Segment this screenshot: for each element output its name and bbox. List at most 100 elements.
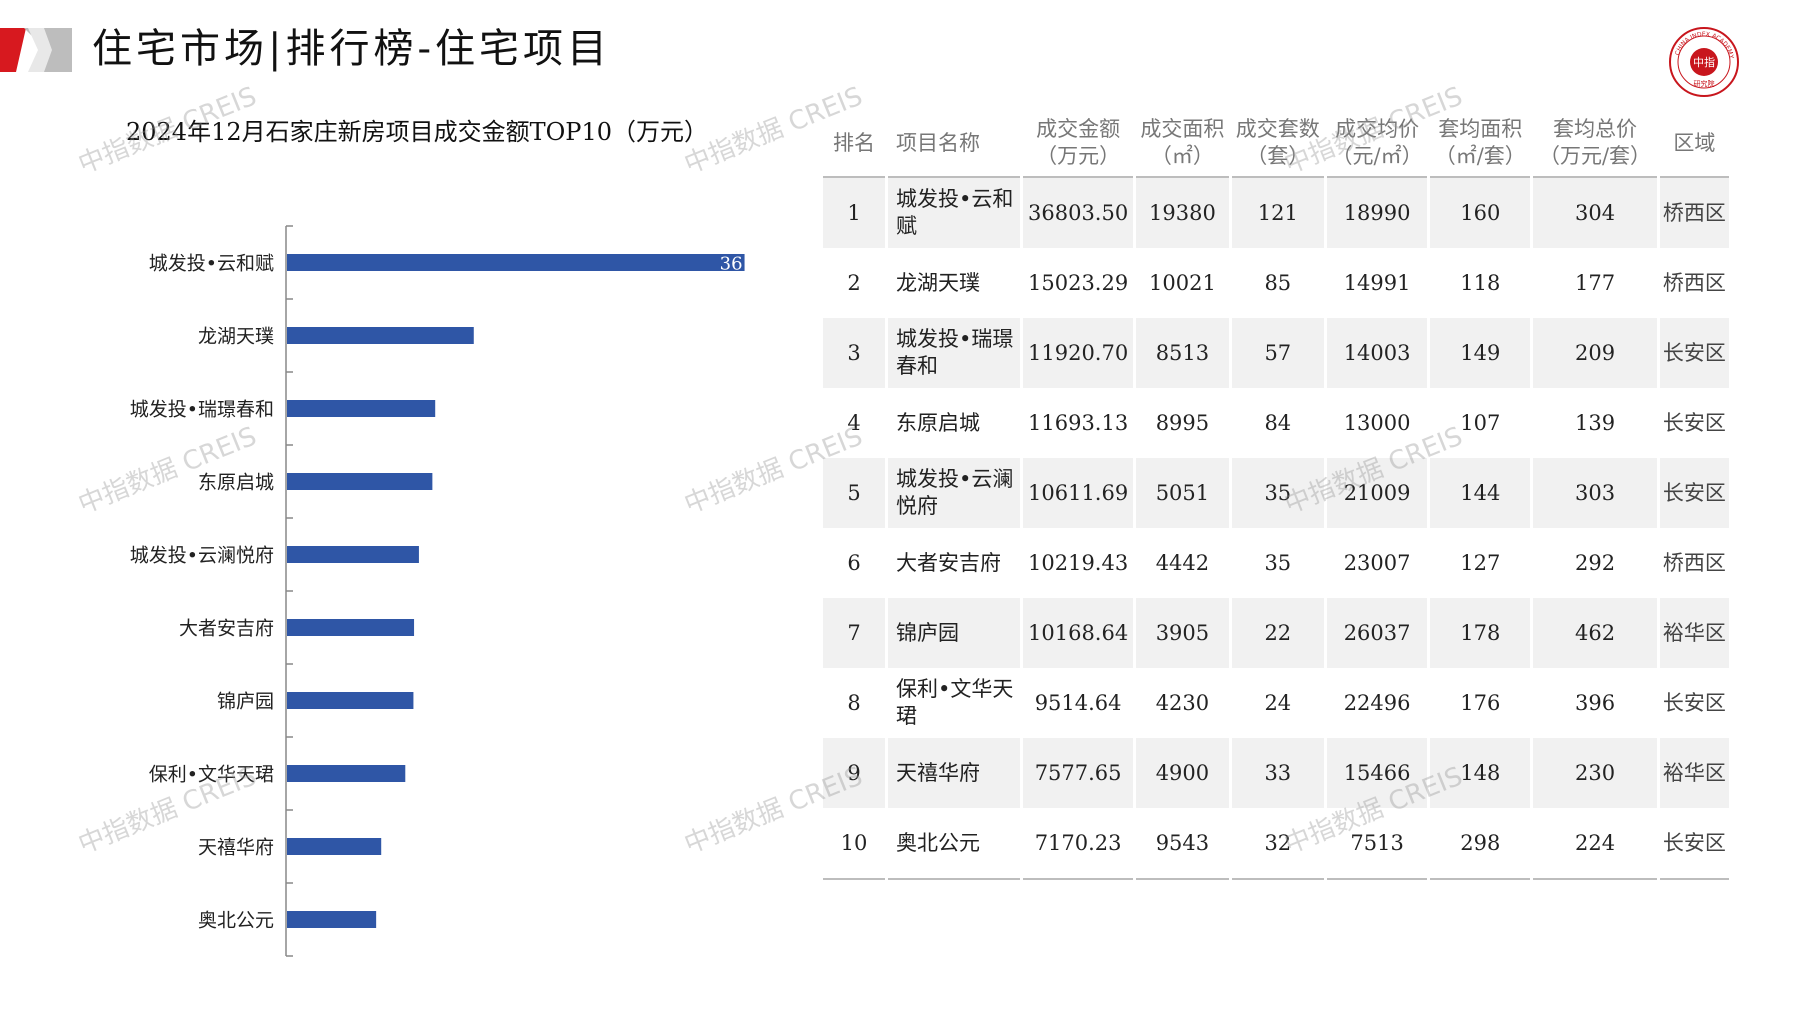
table-cell: 长安区	[1662, 410, 1726, 435]
table-cell: 天禧华府	[888, 738, 1020, 808]
table-cell: 长安区	[1659, 808, 1729, 880]
category-label: 锦庐园	[217, 691, 274, 713]
table-cell: 36803.50	[1023, 178, 1134, 248]
table-cell: 462	[1533, 598, 1657, 668]
svg-text:研究院: 研究院	[1694, 79, 1715, 88]
table-cell: 298	[1430, 808, 1531, 880]
column-header: 排名	[823, 110, 885, 178]
table-cell: 14991	[1343, 270, 1411, 295]
table-cell: 160	[1430, 178, 1531, 248]
table-cell: 1	[823, 178, 885, 248]
table-cell: 4	[847, 410, 861, 435]
column-header: 成交面积 （㎡）	[1136, 110, 1229, 178]
column-header: 成交套数 （套）	[1231, 110, 1324, 178]
table-cell: 292	[1574, 550, 1616, 575]
bar	[287, 473, 433, 490]
table-cell: 5051	[1136, 458, 1229, 528]
table-cell: 4230	[1155, 690, 1210, 715]
svg-text:中指: 中指	[1693, 55, 1715, 69]
table-cell: 城发投•云和赋	[888, 178, 1020, 248]
table-cell: 10219.43	[1028, 550, 1129, 575]
bar	[287, 254, 745, 271]
table-cell: 8995	[1155, 410, 1210, 435]
table-cell: 85	[1264, 270, 1292, 295]
table-cell: 22496	[1343, 690, 1411, 715]
table-cell: 84	[1264, 410, 1292, 435]
table-cell: 144	[1430, 458, 1531, 528]
bar	[287, 546, 419, 563]
table-cell: 4442	[1155, 550, 1210, 575]
table-cell: 24	[1264, 690, 1292, 715]
table-cell: 裕华区	[1659, 738, 1729, 808]
table-cell: 19380	[1136, 178, 1229, 248]
column-header: 项目名称	[888, 110, 1020, 178]
category-label: 大者安吉府	[179, 618, 274, 640]
column-header: 套均面积 （㎡/套）	[1430, 110, 1531, 178]
table-cell: 3	[823, 318, 885, 388]
table-row: 1 城发投•云和赋 36803.50 19380 121 18990 160 304 桥西区	[823, 178, 1729, 248]
table-cell: 10	[823, 808, 885, 880]
table-cell: 35	[1231, 458, 1324, 528]
china-index-academy-logo: CHINA INDEX ACADEMY 中指 研究院	[1669, 27, 1739, 97]
table-cell: 6	[847, 550, 861, 575]
table-cell: 177	[1574, 270, 1616, 295]
table-row: 8 保利•文华天珺 9514.64 4230 24 22496 176 396 长安区	[823, 668, 1729, 738]
table-cell: 8513	[1136, 318, 1229, 388]
table-cell: 东原启城	[896, 410, 980, 435]
table-cell: 304	[1533, 178, 1657, 248]
category-label: 天禧华府	[198, 837, 274, 859]
table-cell: 桥西区	[1662, 550, 1726, 575]
table-cell: 8	[847, 690, 861, 715]
table-cell: 21009	[1327, 458, 1428, 528]
table-cell: 7513	[1327, 808, 1428, 880]
bar	[287, 838, 382, 855]
table-cell: 长安区	[1659, 318, 1729, 388]
table-cell: 长安区	[1659, 458, 1729, 528]
chart-title: 2024年12月石家庄新房项目成交金额TOP10（万元）	[126, 118, 708, 146]
table-cell: 224	[1533, 808, 1657, 880]
table-cell: 396	[1574, 690, 1616, 715]
table-cell: 大者安吉府	[896, 550, 1001, 575]
table-cell: 127	[1460, 550, 1501, 575]
category-label: 城发投•云澜悦府	[130, 545, 274, 567]
table-row: 3 城发投•瑞璟春和 11920.70 8513 57 14003 149 209 长安区	[823, 318, 1729, 388]
column-header: 成交金额 （万元）	[1023, 110, 1134, 178]
table-cell: 57	[1231, 318, 1324, 388]
table-cell: 7577.65	[1023, 738, 1134, 808]
table-cell: 11920.70	[1023, 318, 1134, 388]
bar	[287, 692, 414, 709]
table-cell: 3905	[1136, 598, 1229, 668]
table-row: 4 东原启城 11693.13 8995 84 13000 107 139 长安区	[823, 388, 1729, 458]
table-cell: 149	[1430, 318, 1531, 388]
table-row: 6 大者安吉府 10219.43 4442 35 23007 127 292 桥西区	[823, 528, 1729, 598]
table-cell: 奥北公元	[888, 808, 1020, 880]
table-cell: 14003	[1327, 318, 1428, 388]
table-cell: 121	[1231, 178, 1324, 248]
table-row: 2 龙湖天璞 15023.29 10021 85 14991 118 177 桥西区	[823, 248, 1729, 318]
table-cell: 桥西区	[1659, 178, 1729, 248]
bar	[287, 765, 406, 782]
table-cell: 桥西区	[1662, 270, 1726, 295]
category-label: 龙湖天璞	[198, 326, 274, 348]
category-label: 城发投•云和赋	[149, 253, 274, 275]
table-body: 1 城发投•云和赋 36803.50 19380 121 18990 160 304 桥西区 2 龙…	[823, 178, 1729, 880]
category-label: 保利•文华天珺	[149, 764, 274, 786]
bar	[287, 619, 415, 636]
column-header: 套均总价 （万元/套）	[1533, 110, 1657, 178]
table-row: 9 天禧华府 7577.65 4900 33 15466 148 230 裕华区	[823, 738, 1729, 808]
ranking-table: 排名 项目名称 成交金额 （万元） 成交面积 （㎡） 成交套数 （套） 成交均价 （元/㎡） 套均面…	[820, 110, 1732, 880]
table-cell: 锦庐园	[888, 598, 1020, 668]
table-cell: 9514.64	[1034, 690, 1122, 715]
table-cell: 裕华区	[1659, 598, 1729, 668]
table-cell: 33	[1231, 738, 1324, 808]
table-cell: 15466	[1327, 738, 1428, 808]
table-row: 7 锦庐园 10168.64 3905 22 26037 178 462 裕华区	[823, 598, 1729, 668]
table-row: 10 奥北公元 7170.23 9543 32 7513 298 224 长安区	[823, 808, 1729, 880]
column-header: 成交均价 （元/㎡）	[1327, 110, 1428, 178]
table-cell: 10021	[1149, 270, 1216, 295]
table-cell: 龙湖天璞	[896, 270, 980, 295]
data-label: 36	[720, 254, 743, 275]
table-cell: 4900	[1136, 738, 1229, 808]
table-cell: 107	[1460, 410, 1501, 435]
table-cell: 2	[847, 270, 861, 295]
